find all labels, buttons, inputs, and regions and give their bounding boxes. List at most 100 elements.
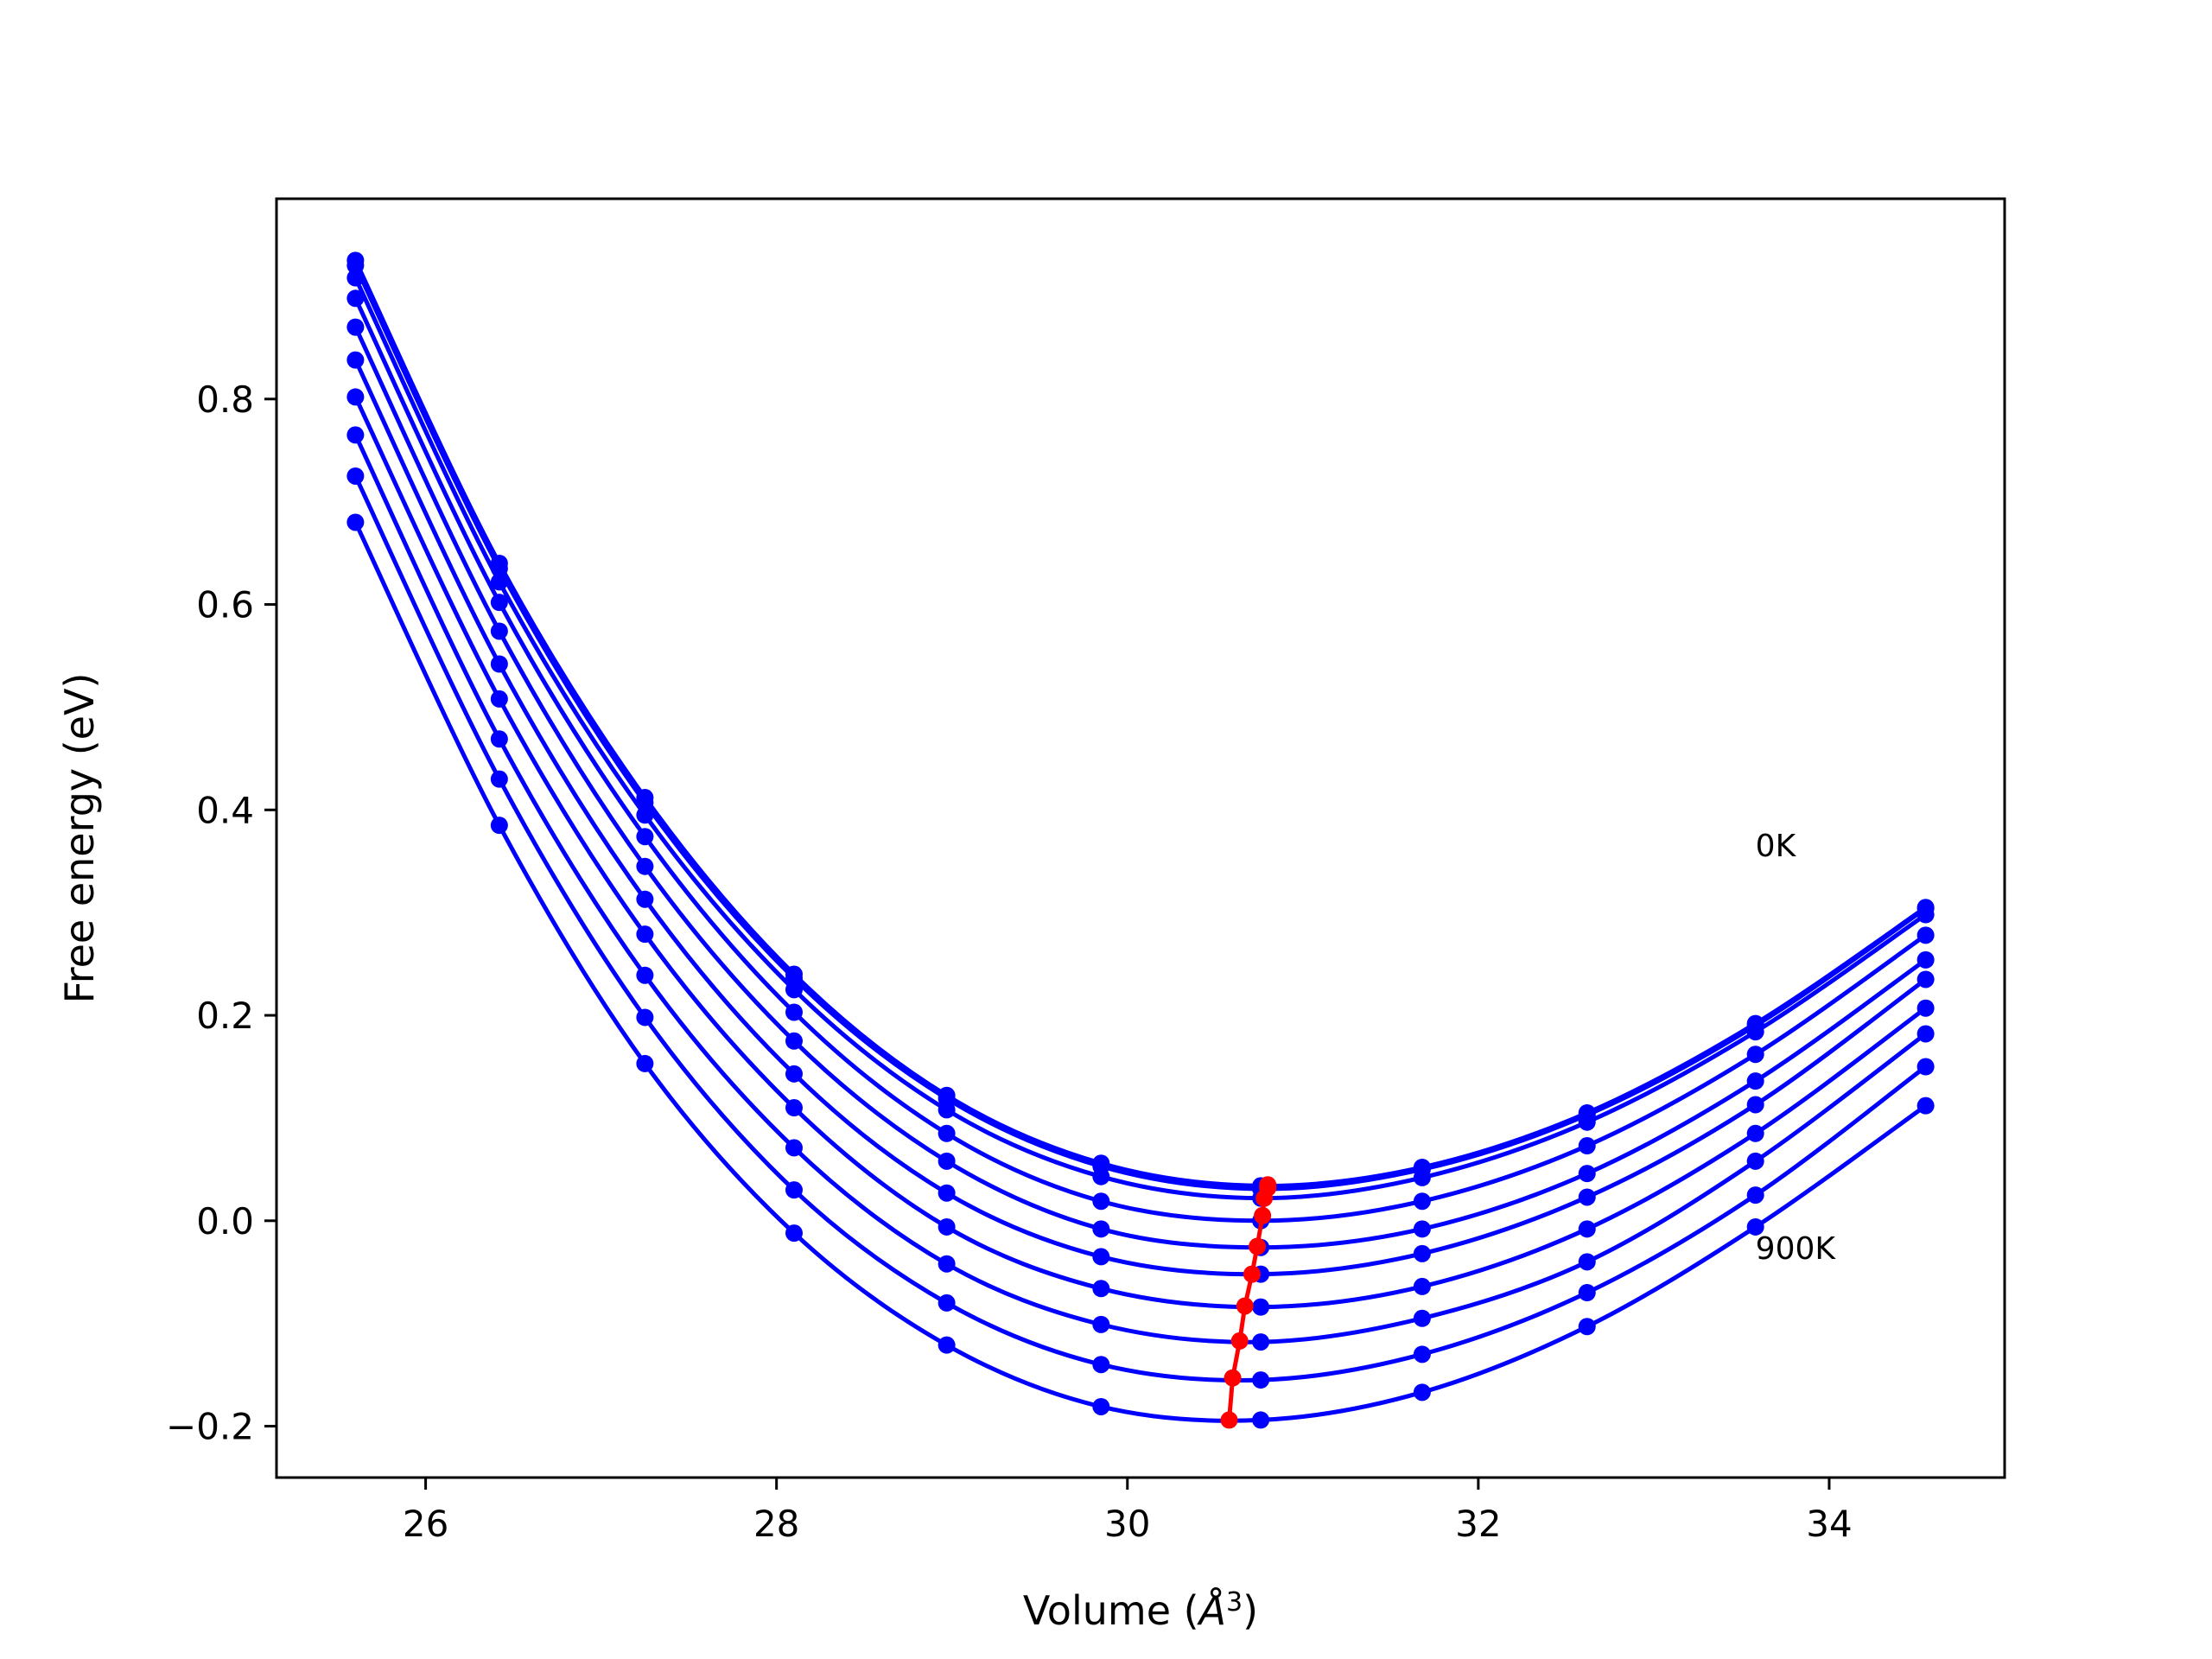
x-tick-label-2: 30: [1104, 1503, 1150, 1545]
x-axis-label-text: Volume (: [1023, 1587, 1199, 1634]
data-point-T7-8: [1578, 1253, 1596, 1271]
data-point-T2-8: [1578, 1113, 1596, 1131]
data-point-T4-10: [1916, 950, 1935, 969]
data-point-T6-4: [938, 1217, 956, 1236]
data-point-T3-0: [346, 289, 365, 308]
data-point-T5-10: [1916, 970, 1935, 988]
data-point-T4-1: [490, 622, 508, 640]
data-point-T2-4: [938, 1101, 956, 1119]
data-point-T8-7: [1413, 1345, 1431, 1363]
data-point-T6-5: [1092, 1280, 1110, 1298]
data-point-T4-9: [1746, 1072, 1764, 1090]
data-point-T8-5: [1092, 1356, 1110, 1374]
data-point-T9-3: [785, 1224, 803, 1243]
minimum-point-3: [1254, 1206, 1272, 1224]
x-tick-label-1: 28: [753, 1503, 799, 1545]
data-point-T4-8: [1578, 1165, 1596, 1183]
data-point-T9-9: [1746, 1217, 1764, 1236]
minimum-point-2: [1255, 1189, 1274, 1207]
data-point-T8-6: [1252, 1371, 1270, 1389]
data-point-T3-9: [1746, 1046, 1764, 1064]
data-point-T2-9: [1746, 1023, 1764, 1041]
x-axis-label-close: ): [1243, 1587, 1258, 1634]
data-point-T4-2: [636, 857, 654, 875]
data-point-T3-5: [1092, 1192, 1110, 1211]
data-point-T4-4: [938, 1152, 956, 1170]
x-axis: 26 28 30 32 34: [403, 1478, 1853, 1545]
data-point-T3-3: [785, 1003, 803, 1021]
series-line-T1: [353, 264, 1928, 1192]
data-point-T5-4: [938, 1184, 956, 1202]
data-point-T7-1: [490, 730, 508, 748]
data-point-T8-9: [1746, 1186, 1764, 1205]
series-line-T2: [353, 276, 1928, 1201]
x-axis-label-symbol: Å: [1197, 1587, 1226, 1634]
data-point-T2-7: [1413, 1168, 1431, 1186]
series-line-T3: [353, 297, 1928, 1224]
data-point-T5-9: [1746, 1096, 1764, 1114]
data-point-T9-0: [346, 513, 365, 531]
minimum-point-7: [1230, 1332, 1249, 1350]
data-point-T7-4: [938, 1255, 956, 1273]
data-point-T7-10: [1916, 1025, 1935, 1043]
data-point-T7-0: [346, 426, 365, 444]
series-line-T6: [353, 396, 1928, 1310]
data-point-T7-6: [1252, 1333, 1270, 1351]
data-point-T7-3: [785, 1139, 803, 1157]
data-point-T3-2: [636, 828, 654, 846]
data-point-T6-6: [1252, 1298, 1270, 1316]
annotation-0: 0K: [1756, 829, 1797, 864]
data-point-T9-10: [1916, 1096, 1935, 1115]
data-point-T6-9: [1746, 1124, 1764, 1142]
data-point-T5-3: [785, 1065, 803, 1083]
data-point-T6-0: [346, 388, 365, 406]
data-point-T4-3: [785, 1032, 803, 1050]
data-point-T7-2: [636, 966, 654, 984]
series-line-T4: [353, 326, 1928, 1250]
data-point-T4-5: [1092, 1220, 1110, 1238]
data-point-T8-10: [1916, 1058, 1935, 1076]
data-point-T2-10: [1916, 906, 1935, 924]
data-point-T4-7: [1413, 1220, 1431, 1238]
y-tick-label-5: 0.8: [196, 378, 254, 421]
data-point-T2-3: [785, 981, 803, 999]
data-point-T9-1: [490, 817, 508, 835]
x-tick-label-0: 26: [403, 1503, 448, 1545]
minimum-point-5: [1243, 1265, 1261, 1283]
data-point-T6-3: [785, 1099, 803, 1117]
data-point-T3-8: [1578, 1137, 1596, 1155]
data-point-T5-5: [1092, 1248, 1110, 1266]
data-point-T3-4: [938, 1124, 956, 1142]
y-tick-label-4: 0.6: [196, 584, 254, 626]
x-tick-label-3: 32: [1455, 1503, 1501, 1545]
data-point-T6-2: [636, 925, 654, 944]
series-line-T9: [353, 521, 1928, 1423]
x-tick-label-4: 34: [1806, 1503, 1852, 1545]
minimum-point-9: [1220, 1411, 1238, 1429]
data-point-T7-7: [1413, 1309, 1431, 1327]
data-point-T1-0: [346, 257, 365, 275]
plot-frame: [275, 197, 2006, 1479]
data-point-T2-5: [1092, 1167, 1110, 1185]
data-point-T8-8: [1578, 1284, 1596, 1302]
data-point-T2-1: [490, 573, 508, 591]
minimum-point-4: [1249, 1237, 1267, 1255]
data-point-T9-2: [636, 1054, 654, 1072]
data-point-T9-7: [1413, 1383, 1431, 1402]
data-point-T6-1: [490, 690, 508, 708]
series-line-T7: [353, 434, 1928, 1344]
annotation-1: 900K: [1756, 1231, 1837, 1267]
data-point-T8-0: [346, 467, 365, 485]
series-line-T5: [353, 359, 1928, 1277]
data-point-T8-4: [938, 1294, 956, 1312]
data-point-T5-2: [636, 890, 654, 908]
annotations: 0K 900K: [1756, 829, 1837, 1267]
data-point-T5-7: [1413, 1244, 1431, 1262]
data-point-T6-8: [1578, 1220, 1596, 1238]
minimum-point-6: [1236, 1297, 1254, 1315]
data-point-T3-1: [490, 594, 508, 612]
y-tick-label-3: 0.4: [196, 789, 254, 831]
minimum-point-8: [1224, 1369, 1242, 1387]
